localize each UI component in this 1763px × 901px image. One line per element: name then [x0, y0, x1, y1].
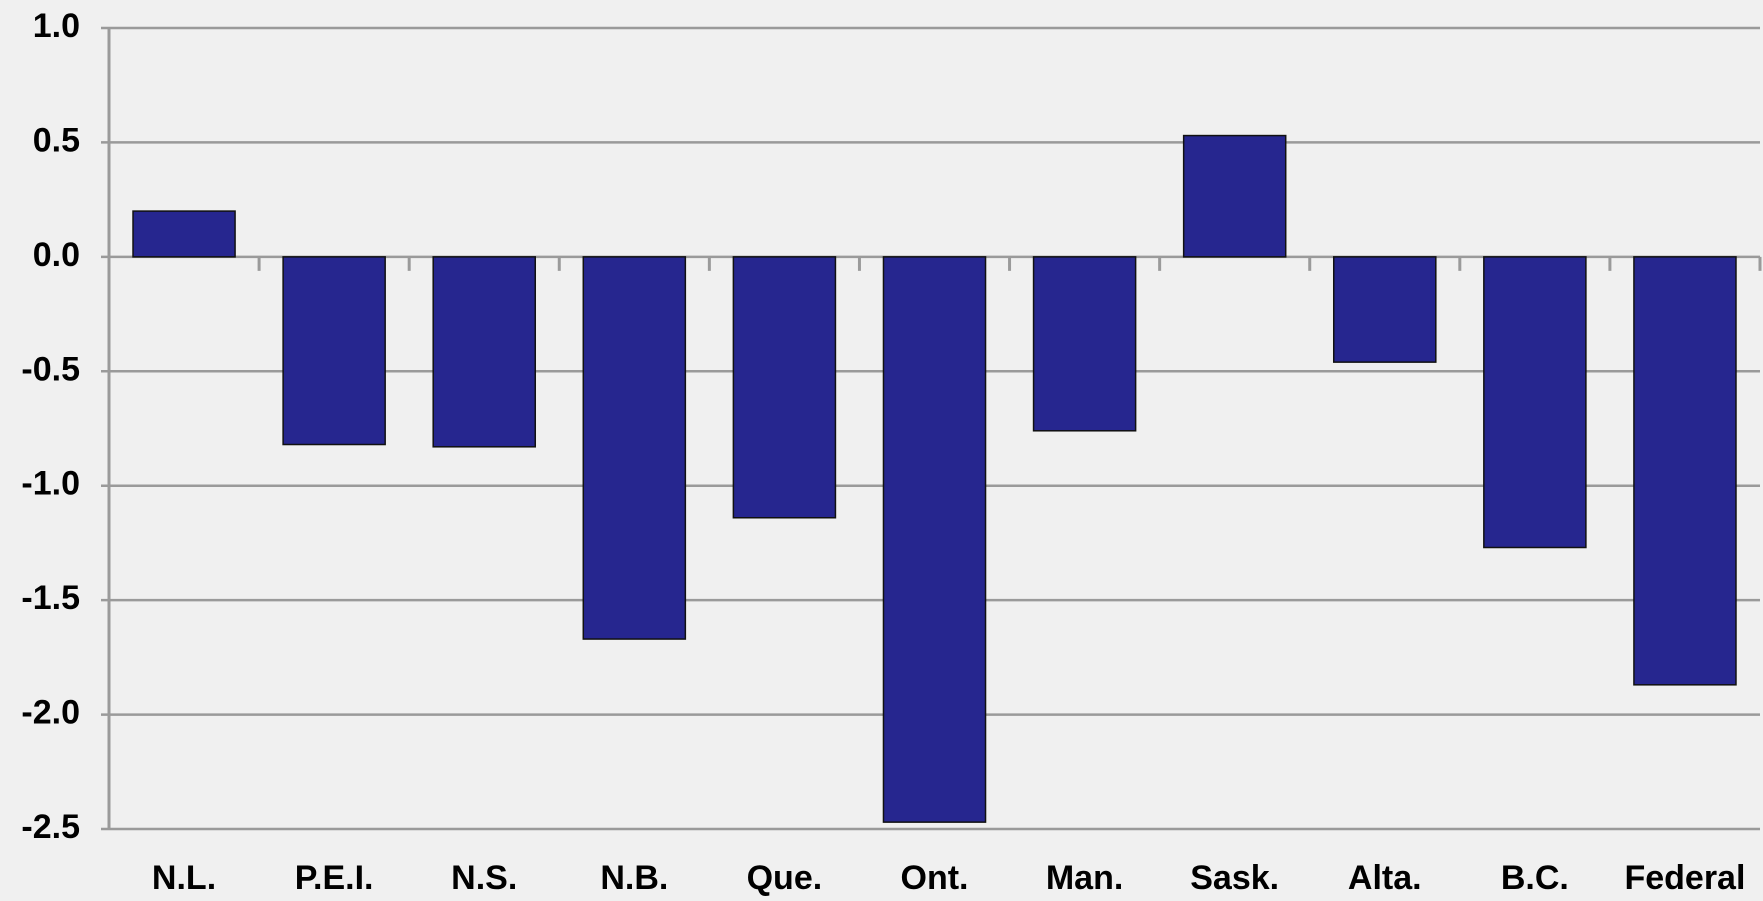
x-tick-label: Ont.: [901, 859, 969, 897]
bar: [1182, 134, 1287, 258]
bar: [582, 256, 687, 640]
x-tick-label: Man.: [1046, 859, 1123, 897]
y-tick-label: -2.0: [21, 694, 80, 732]
bar: [282, 256, 386, 446]
bar: [1633, 256, 1737, 686]
bar: [1483, 256, 1587, 549]
y-tick-label: -0.5: [21, 350, 80, 388]
x-tick-label: Sask.: [1190, 859, 1279, 897]
y-tick-label: -1.5: [21, 579, 80, 617]
bar: [882, 256, 987, 823]
bar: [432, 256, 537, 448]
x-tick-label: B.C.: [1501, 859, 1569, 897]
y-tick-label: 0.5: [33, 121, 80, 159]
bar: [1332, 256, 1437, 363]
bar: [1032, 256, 1137, 432]
bar: [732, 256, 837, 519]
y-tick-label: 0.0: [33, 236, 80, 274]
y-tick-label: -1.0: [21, 465, 80, 503]
x-tick-label: N.S.: [451, 859, 517, 897]
bar: [132, 210, 236, 258]
x-tick-label: N.B.: [600, 859, 668, 897]
y-tick-label: 1.0: [33, 7, 80, 45]
x-tick-label: Federal: [1624, 859, 1745, 897]
y-tick-label: -2.5: [21, 808, 80, 846]
x-tick-label: Alta.: [1348, 859, 1422, 897]
x-tick-label: N.L.: [152, 859, 216, 897]
x-tick-label: P.E.I.: [295, 859, 374, 897]
x-tick-label: Que.: [747, 859, 823, 897]
